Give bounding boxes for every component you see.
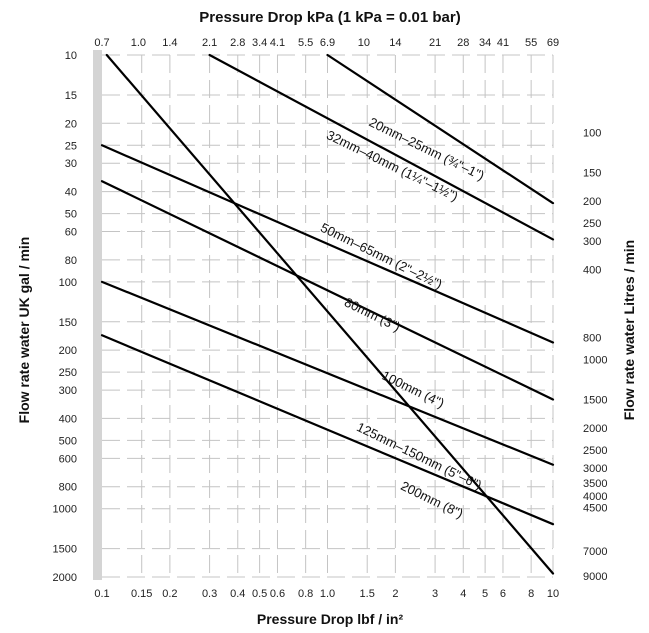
x-tick-bottom-4: 0.4 [230,588,245,600]
y-tick-left-16: 600 [59,453,77,465]
y-tick-left-6: 50 [65,209,77,221]
y-tick-left-13: 300 [59,385,77,397]
y-tick-right-8: 1500 [583,394,607,406]
chart-title: Pressure Drop kPa (1 kPa = 0.01 bar) [199,9,460,26]
x-tick-top-2: 1.4 [162,37,177,49]
y-tick-left-8: 80 [65,255,77,267]
y-tick-left-5: 40 [65,187,77,199]
x-tick-top-10: 14 [389,37,401,49]
series-label-2: 50mm–65mm (2"–2½") [318,220,445,292]
x-tick-top-13: 34 [479,37,491,49]
x-tick-bottom-5: 0.5 [252,588,267,600]
y-tick-left-0: 10 [65,50,77,62]
x-tick-bottom-11: 3 [432,588,438,600]
series-line-6 [105,53,555,575]
x-tick-top-15: 55 [525,37,537,49]
y-tick-right-7: 1000 [583,355,607,367]
x-tick-bottom-14: 6 [500,588,506,600]
x-tick-top-16: 69 [547,37,559,49]
y-tick-left-11: 200 [59,345,77,357]
x-tick-top-4: 2.8 [230,37,245,49]
y-tick-right-13: 4000 [583,491,607,503]
y-tick-left-7: 60 [65,227,77,239]
series-line-2 [100,144,555,344]
series-label-4: 100mm (4") [380,368,447,411]
y-tick-left-17: 800 [59,482,77,494]
y-tick-right-1: 150 [583,168,601,180]
series-lines [100,53,555,575]
x-tick-top-11: 21 [429,37,441,49]
x-tick-bottom-13: 5 [482,588,488,600]
x-tick-bottom-0: 0.1 [94,588,109,600]
x-tick-top-3: 2.1 [202,37,217,49]
y-tick-right-14: 4500 [583,503,607,515]
y-tick-right-11: 3000 [583,463,607,475]
x-tick-top-6: 4.1 [270,37,285,49]
series-line-3 [100,180,555,401]
x-tick-top-14: 41 [497,37,509,49]
y-tick-left-10: 150 [59,317,77,329]
x-tick-bottom-7: 0.8 [298,588,313,600]
y-tick-left-20: 2000 [53,572,77,584]
x-tick-top-9: 10 [358,37,370,49]
x-axis-label: Pressure Drop lbf / in² [257,611,404,627]
series-line-4 [100,280,555,466]
x-tick-bottom-2: 0.2 [162,588,177,600]
y-tick-left-4: 30 [65,158,77,170]
left-axis-band [93,50,102,580]
x-tick-top-8: 6.9 [320,37,335,49]
y-tick-left-14: 400 [59,413,77,425]
x-tick-top-0: 0.7 [94,37,109,49]
y-tick-left-18: 1000 [53,504,77,516]
x-tick-top-7: 5.5 [298,37,313,49]
y-tick-right-10: 2500 [583,445,607,457]
y-tick-right-0: 100 [583,128,601,140]
x-tick-bottom-1: 0.15 [131,588,152,600]
series-label-3: 80mm (3") [342,294,403,334]
x-tick-top-5: 3.4 [252,37,267,49]
y-tick-left-3: 25 [65,140,77,152]
x-tick-bottom-12: 4 [460,588,466,600]
y-tick-left-9: 100 [59,277,77,289]
y-tick-right-12: 3500 [583,478,607,490]
y-tick-right-3: 250 [583,218,601,230]
y-axis-label-right: Flow rate water Litres / min [621,240,637,421]
x-tick-bottom-8: 1.0 [320,588,335,600]
y-tick-left-2: 20 [65,118,77,130]
x-tick-top-12: 28 [457,37,469,49]
series-line-5 [100,334,555,526]
x-tick-bottom-9: 1.5 [360,588,375,600]
y-axis-label-left: Flow rate water UK gal / min [16,237,32,424]
y-tick-right-4: 300 [583,236,601,248]
x-tick-bottom-10: 2 [392,588,398,600]
y-tick-right-15: 7000 [583,546,607,558]
y-tick-right-6: 800 [583,333,601,345]
y-tick-right-5: 400 [583,264,601,276]
y-tick-right-9: 2000 [583,423,607,435]
y-tick-right-2: 200 [583,196,601,208]
series-line-1 [208,53,555,241]
y-tick-left-12: 250 [59,367,77,379]
y-tick-right-16: 9000 [583,571,607,583]
x-tick-bottom-6: 0.6 [270,588,285,600]
tick-labels: 1015202530405060801001502002503004005006… [53,37,608,600]
series-line-0 [326,53,555,205]
y-tick-left-1: 15 [65,90,77,102]
y-tick-left-19: 1500 [53,544,77,556]
y-tick-left-15: 500 [59,435,77,447]
x-tick-top-1: 1.0 [131,37,146,49]
x-tick-bottom-15: 8 [528,588,534,600]
x-tick-bottom-3: 0.3 [202,588,217,600]
x-tick-bottom-16: 10 [547,588,559,600]
series-label-5: 125mm–150mm (5"–6") [354,419,484,493]
